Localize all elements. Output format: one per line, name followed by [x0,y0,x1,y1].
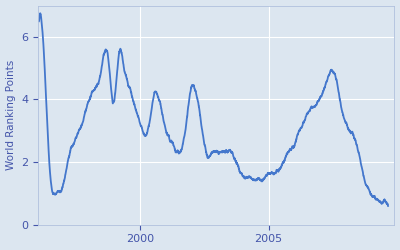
Y-axis label: World Ranking Points: World Ranking Points [6,60,16,170]
